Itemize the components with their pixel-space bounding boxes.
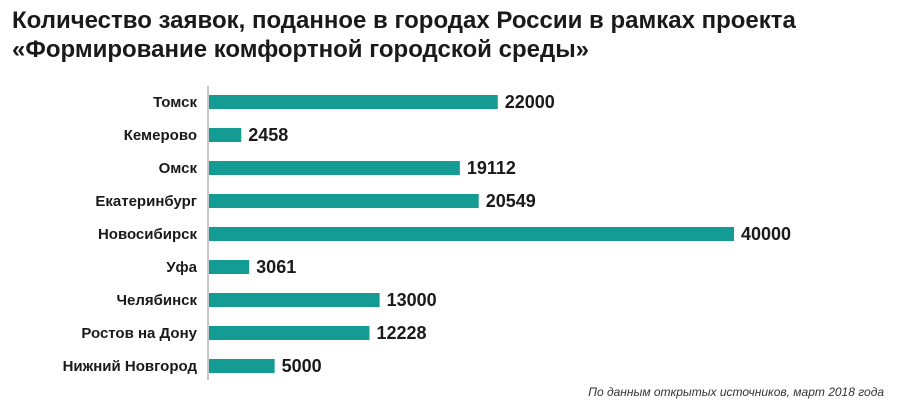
bar-4 [209, 194, 479, 208]
value-label: 2458 [248, 125, 288, 145]
value-label: 13000 [387, 290, 437, 310]
category-label: Новосибирск [98, 226, 198, 243]
chart-title-line-2: «Формирование комфортной городской среды… [12, 36, 590, 63]
chart-title-line-1: Количество заявок, поданное в городах Ро… [12, 7, 796, 34]
category-label: Челябинск [116, 292, 197, 309]
category-label: Уфа [166, 259, 197, 276]
category-label: Ростов на Дону [81, 325, 197, 342]
bar-3 [209, 161, 460, 175]
category-labels-group: Томск Кемерово Омск Екатеринбург Новосибирск… [63, 94, 198, 375]
category-label: Нижний Новгород [63, 358, 198, 375]
bar-8 [209, 326, 370, 340]
bar-5 [209, 227, 734, 241]
source-note: По данным открытых источников, март 2018… [588, 385, 884, 399]
bar-1 [209, 95, 498, 109]
chart-title: Количество заявок, поданное в городах Ро… [12, 6, 902, 64]
value-labels-group: 22000 2458 19112 20549 40000 3061 13000 12228 50… [248, 92, 791, 376]
value-label: 22000 [505, 92, 555, 112]
value-label: 5000 [282, 356, 322, 376]
bar-7 [209, 293, 380, 307]
value-label: 19112 [467, 158, 516, 178]
value-label: 20549 [486, 191, 536, 211]
category-label: Томск [153, 94, 197, 111]
bar-2 [209, 128, 242, 142]
value-label: 40000 [741, 224, 791, 244]
category-label: Кемерово [124, 127, 197, 144]
value-label: 3061 [256, 257, 296, 277]
category-label: Омск [159, 160, 198, 177]
bars-group [209, 95, 734, 373]
value-label: 12228 [376, 323, 426, 343]
bar-9 [209, 359, 275, 373]
bar-6 [209, 260, 250, 274]
category-label: Екатеринбург [95, 193, 197, 210]
